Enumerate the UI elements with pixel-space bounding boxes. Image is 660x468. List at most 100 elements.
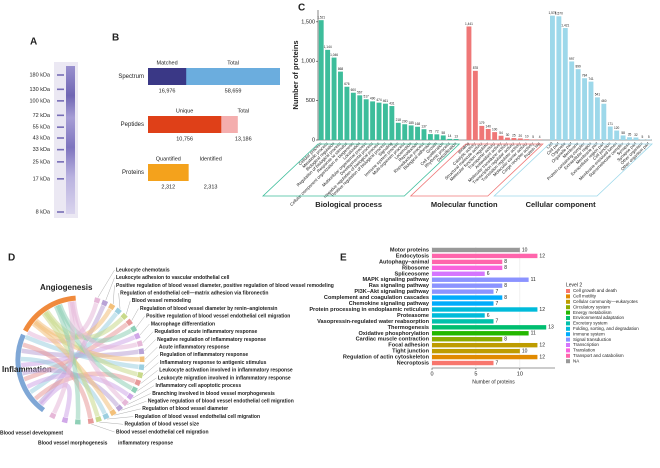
part-value: 2,312 bbox=[161, 184, 175, 190]
bar bbox=[594, 97, 600, 140]
term-label: Leukocyte activation involved in inflamm… bbox=[159, 368, 293, 374]
term-arc bbox=[125, 318, 133, 327]
category-label: Necroptosis bbox=[397, 361, 429, 367]
row-label: Spectrum bbox=[118, 74, 144, 80]
x-axis-label: Number of proteins bbox=[472, 379, 515, 385]
bar bbox=[363, 99, 369, 140]
bar bbox=[556, 16, 562, 140]
bar bbox=[575, 69, 581, 140]
value-label: 10 bbox=[525, 135, 529, 139]
leader-line bbox=[105, 277, 115, 301]
category-label: Protein processing in endoplasmic reticu… bbox=[309, 307, 429, 313]
value-label: 431 bbox=[389, 101, 395, 105]
y-tick-label: 500 bbox=[306, 98, 315, 104]
marker-label: 180 kDa bbox=[30, 72, 51, 78]
legend-label: Environmental adaptation bbox=[573, 315, 625, 320]
legend-label: Transport and catabolism bbox=[573, 353, 624, 358]
value-label: 54 bbox=[499, 131, 503, 135]
bar bbox=[338, 71, 343, 140]
bar bbox=[432, 342, 538, 348]
bar bbox=[402, 124, 408, 140]
value-label: 200 bbox=[402, 120, 408, 124]
category-label: Focal adhesion bbox=[388, 343, 429, 349]
part-value: 13,186 bbox=[235, 136, 252, 142]
bar bbox=[318, 20, 324, 141]
value-label: 12 bbox=[539, 307, 545, 313]
value-label: 741 bbox=[588, 77, 594, 81]
bar bbox=[432, 331, 529, 336]
marker-label: 25 kDa bbox=[33, 159, 51, 165]
leader-line bbox=[132, 385, 155, 399]
bar bbox=[607, 126, 613, 140]
term-arc bbox=[115, 404, 124, 412]
chord bbox=[24, 334, 139, 370]
bar bbox=[415, 126, 420, 140]
marker-label: 43 kDa bbox=[33, 135, 51, 141]
term-label: Regulation of blood vessel endothelial c… bbox=[135, 414, 260, 420]
value-label: 179 bbox=[479, 121, 485, 125]
bar bbox=[421, 129, 427, 140]
part-name: Identified bbox=[199, 156, 221, 162]
x-tick-label: 0 bbox=[430, 371, 433, 377]
row-label: Proteins bbox=[122, 170, 144, 176]
leader-line bbox=[97, 269, 115, 298]
term-arc bbox=[108, 303, 116, 311]
leader-line bbox=[107, 416, 134, 420]
leader-line bbox=[121, 400, 147, 411]
term-arc bbox=[121, 398, 129, 407]
bar bbox=[432, 354, 538, 360]
term-label: Leukocyte adhesion to vascular endotheli… bbox=[116, 275, 230, 281]
leader-line bbox=[139, 323, 150, 336]
value-label: 10 bbox=[522, 247, 528, 253]
value-label: 7 bbox=[496, 360, 499, 366]
bar bbox=[633, 137, 639, 140]
value-label: 6 bbox=[487, 313, 490, 319]
term-arc bbox=[130, 325, 138, 333]
value-label: 8 bbox=[504, 265, 507, 271]
value-label: 461 bbox=[383, 99, 389, 103]
group-bracket bbox=[261, 143, 461, 197]
value-label: 1,421 bbox=[561, 23, 569, 27]
legend-label: Folding, sorting, and degradation bbox=[573, 326, 639, 331]
term-arc bbox=[130, 386, 138, 394]
legend-label: NA bbox=[573, 358, 579, 363]
category-label: PI3K–Akt signaling pathway bbox=[354, 289, 429, 295]
legend-label: Energy metabolism bbox=[573, 310, 612, 315]
value-label: 12 bbox=[539, 343, 545, 349]
bar bbox=[432, 283, 503, 288]
term-arc bbox=[136, 340, 143, 347]
leader-line bbox=[118, 293, 121, 309]
value-label: 168 bbox=[415, 122, 421, 126]
y-tick-label: 1,500 bbox=[301, 19, 315, 25]
bar bbox=[432, 313, 485, 318]
legend-swatch bbox=[566, 316, 570, 320]
part-value: 2,313 bbox=[204, 184, 218, 190]
value-label: 25 bbox=[512, 133, 516, 137]
term-label: Macrophage differentiation bbox=[151, 321, 215, 327]
value-label: 75 bbox=[429, 129, 433, 133]
term-arc bbox=[109, 409, 117, 417]
bar bbox=[376, 102, 382, 140]
value-label: 4 bbox=[539, 135, 541, 139]
category-label: MAPK signaling pathway bbox=[362, 277, 429, 283]
category-label: Cardiac muscle contraction bbox=[356, 337, 430, 343]
group-label: Angiogenesis bbox=[40, 283, 93, 292]
term-label: Negative regulation of blood vessel endo… bbox=[148, 398, 294, 404]
group-label: Molecular function bbox=[431, 200, 498, 209]
value-label: 32 bbox=[634, 133, 638, 137]
bar bbox=[370, 101, 376, 140]
value-label: 8 bbox=[504, 295, 507, 301]
bar bbox=[395, 122, 401, 140]
legend-swatch bbox=[566, 326, 570, 331]
leader-line bbox=[142, 362, 159, 376]
legend-label: Cell motility bbox=[573, 294, 597, 299]
term-label: Regulation of inflammatory response bbox=[160, 352, 249, 358]
term-arc bbox=[101, 299, 109, 307]
value-label: 460 bbox=[601, 99, 607, 103]
leader-line bbox=[136, 316, 145, 328]
marker-label: 72 kDa bbox=[33, 113, 51, 119]
bar bbox=[440, 135, 446, 140]
bar bbox=[427, 134, 433, 140]
term-label: Inflammatory response to antigenic stimu… bbox=[160, 360, 267, 366]
term-arc bbox=[138, 348, 145, 355]
